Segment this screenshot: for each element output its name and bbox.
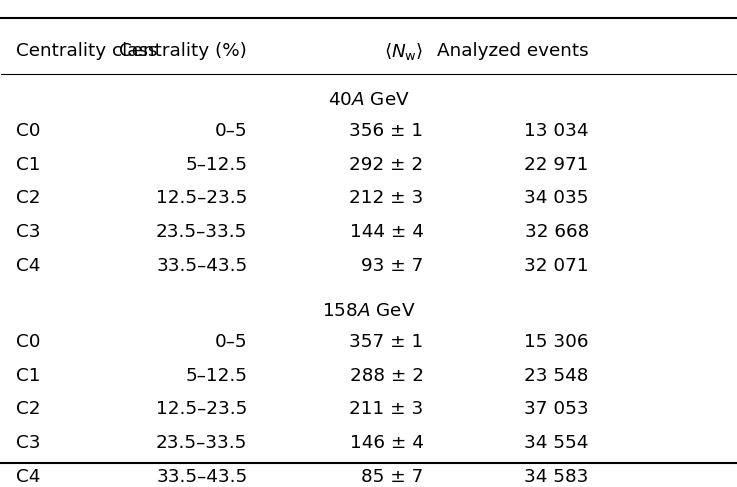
Text: C1: C1 <box>16 367 41 385</box>
Text: 0–5: 0–5 <box>214 333 248 351</box>
Text: 22 971: 22 971 <box>524 156 589 173</box>
Text: 33.5–43.5: 33.5–43.5 <box>156 257 248 275</box>
Text: 93 ± 7: 93 ± 7 <box>361 257 424 275</box>
Text: 144 ± 4: 144 ± 4 <box>349 223 424 241</box>
Text: 33.5–43.5: 33.5–43.5 <box>156 468 248 486</box>
Text: 5–12.5: 5–12.5 <box>185 156 248 173</box>
Text: Centrality (%): Centrality (%) <box>119 42 248 60</box>
Text: 0–5: 0–5 <box>214 122 248 140</box>
Text: 5–12.5: 5–12.5 <box>185 367 248 385</box>
Text: C1: C1 <box>16 156 41 173</box>
Text: 23 548: 23 548 <box>525 367 589 385</box>
Text: C3: C3 <box>16 223 41 241</box>
Text: C4: C4 <box>16 468 41 486</box>
Text: C0: C0 <box>16 333 41 351</box>
Text: 32 071: 32 071 <box>524 257 589 275</box>
Text: C3: C3 <box>16 434 41 452</box>
Text: 212 ± 3: 212 ± 3 <box>349 189 424 207</box>
Text: 13 034: 13 034 <box>524 122 589 140</box>
Text: C0: C0 <box>16 122 41 140</box>
Text: 85 ± 7: 85 ± 7 <box>361 468 424 486</box>
Text: 158$A$ GeV: 158$A$ GeV <box>322 302 415 320</box>
Text: 34 554: 34 554 <box>525 434 589 452</box>
Text: 34 035: 34 035 <box>524 189 589 207</box>
Text: 12.5–23.5: 12.5–23.5 <box>156 400 248 418</box>
Text: C2: C2 <box>16 400 41 418</box>
Text: 40$A$ GeV: 40$A$ GeV <box>328 91 409 109</box>
Text: 288 ± 2: 288 ± 2 <box>349 367 424 385</box>
Text: C2: C2 <box>16 189 41 207</box>
Text: 23.5–33.5: 23.5–33.5 <box>156 223 248 241</box>
Text: Centrality class: Centrality class <box>16 42 158 60</box>
Text: 211 ± 3: 211 ± 3 <box>349 400 424 418</box>
Text: 32 668: 32 668 <box>525 223 589 241</box>
Text: 146 ± 4: 146 ± 4 <box>349 434 424 452</box>
Text: 12.5–23.5: 12.5–23.5 <box>156 189 248 207</box>
Text: 37 053: 37 053 <box>524 400 589 418</box>
Text: 292 ± 2: 292 ± 2 <box>349 156 424 173</box>
Text: 357 ± 1: 357 ± 1 <box>349 333 424 351</box>
Text: 23.5–33.5: 23.5–33.5 <box>156 434 248 452</box>
Text: 15 306: 15 306 <box>524 333 589 351</box>
Text: C4: C4 <box>16 257 41 275</box>
Text: 34 583: 34 583 <box>525 468 589 486</box>
Text: Analyzed events: Analyzed events <box>437 42 589 60</box>
Text: $\langle N_{\rm w} \rangle$: $\langle N_{\rm w} \rangle$ <box>384 41 424 62</box>
Text: 356 ± 1: 356 ± 1 <box>349 122 424 140</box>
